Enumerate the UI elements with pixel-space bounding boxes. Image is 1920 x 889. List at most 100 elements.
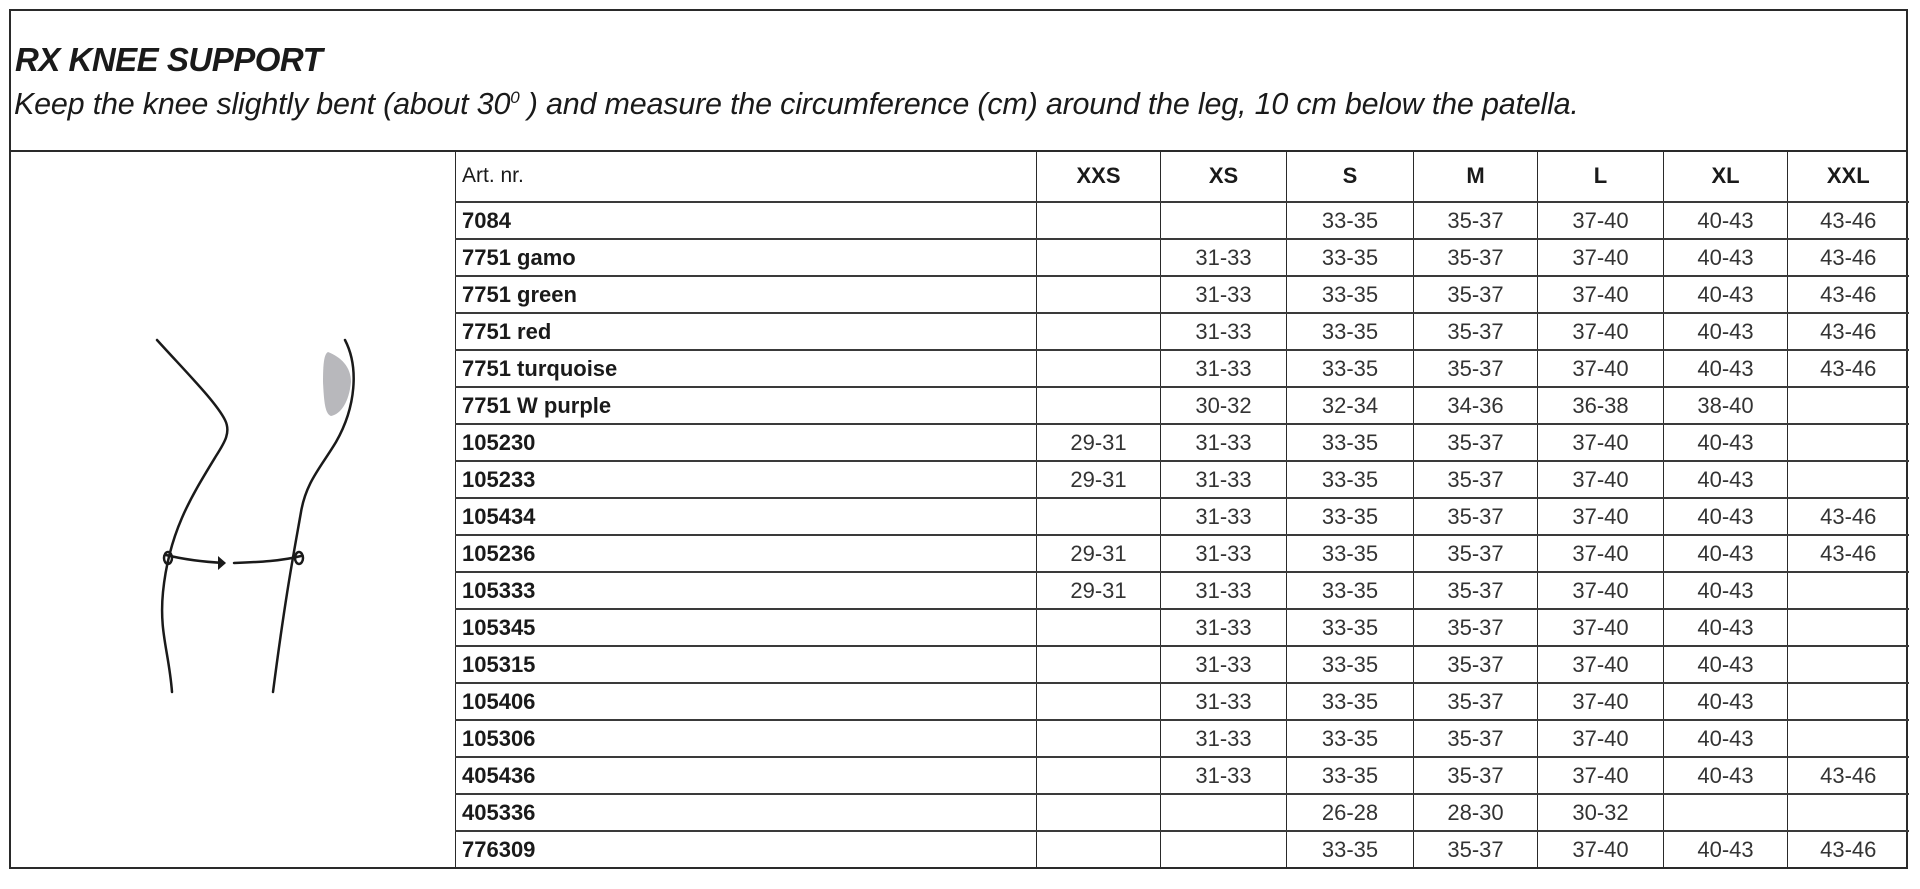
size-range-cell [1787, 794, 1909, 832]
size-range-cell: 40-43 [1663, 535, 1788, 573]
leg-back-outline [155, 338, 229, 694]
article-number: 105345 [455, 609, 1037, 647]
article-number: 105406 [455, 683, 1037, 721]
size-range-cell: 37-40 [1537, 572, 1664, 610]
table-row: 776309 33-35 35-37 37-40 40-43 43-46 [455, 831, 1909, 867]
size-range-cell [1036, 831, 1161, 867]
column-header-l: L [1537, 151, 1664, 203]
size-range-cell: 37-40 [1537, 757, 1664, 795]
article-number: 405336 [455, 794, 1037, 832]
size-range-cell: 29-31 [1036, 572, 1161, 610]
size-range-cell: 40-43 [1663, 424, 1788, 462]
size-range-cell: 37-40 [1537, 535, 1664, 573]
table-row: 105236 29-31 31-33 33-35 35-37 37-40 40-43 43-4… [455, 535, 1909, 573]
article-number: 7751 turquoise [455, 350, 1037, 388]
size-range-cell [1787, 683, 1909, 721]
size-range-cell: 40-43 [1663, 350, 1788, 388]
table-row: 105406 31-33 33-35 35-37 37-40 40-43 [455, 683, 1909, 721]
table-row: 105306 31-33 33-35 35-37 37-40 40-43 [455, 720, 1909, 758]
article-number: 7751 W purple [455, 387, 1037, 425]
table-row: 405336 26-28 28-30 30-32 [455, 794, 1909, 832]
table-row: 7751 gamo 31-33 33-35 35-37 37-40 40-43 43-46 [455, 239, 1909, 277]
table-header-row: Art. nr. XXS XS S M L XL XXL [455, 151, 1909, 203]
size-range-cell: 31-33 [1160, 683, 1287, 721]
size-range-cell: 31-33 [1160, 535, 1287, 573]
size-range-cell: 40-43 [1663, 572, 1788, 610]
size-range-cell: 40-43 [1663, 757, 1788, 795]
table-row: 105233 29-31 31-33 33-35 35-37 37-40 40-43 [455, 461, 1909, 499]
size-range-cell: 29-31 [1036, 535, 1161, 573]
knee-illustration-icon [155, 338, 355, 694]
size-range-cell: 32-34 [1286, 387, 1414, 425]
table-row: 105315 31-33 33-35 35-37 37-40 40-43 [455, 646, 1909, 684]
table-row: 105333 29-31 31-33 33-35 35-37 37-40 40-43 [455, 572, 1909, 610]
measure-loop-left [162, 550, 174, 566]
size-range-cell: 33-35 [1286, 276, 1414, 314]
size-range-cell: 35-37 [1413, 424, 1538, 462]
article-number: 7751 red [455, 313, 1037, 351]
size-range-cell: 40-43 [1663, 683, 1788, 721]
size-range-cell: 37-40 [1537, 239, 1664, 277]
size-range-cell: 36-38 [1537, 387, 1664, 425]
size-range-cell: 35-37 [1413, 757, 1538, 795]
size-range-cell: 33-35 [1286, 646, 1414, 684]
article-number: 105233 [455, 461, 1037, 499]
size-range-cell: 33-35 [1286, 424, 1414, 462]
size-range-cell: 35-37 [1413, 202, 1538, 240]
size-range-cell: 35-37 [1413, 609, 1538, 647]
size-range-cell [1787, 387, 1909, 425]
size-range-cell: 33-35 [1286, 831, 1414, 867]
size-range-cell: 31-33 [1160, 720, 1287, 758]
table-row: 105230 29-31 31-33 33-35 35-37 37-40 40-43 [455, 424, 1909, 462]
article-number: 7751 green [455, 276, 1037, 314]
article-number: 405436 [455, 757, 1037, 795]
size-range-cell: 33-35 [1286, 720, 1414, 758]
size-range-cell: 40-43 [1663, 461, 1788, 499]
size-range-cell: 31-33 [1160, 757, 1287, 795]
size-range-cell [1787, 720, 1909, 758]
size-range-cell: 31-33 [1160, 609, 1287, 647]
size-range-cell: 40-43 [1663, 831, 1788, 867]
instructions-text-1: Keep the knee slightly bent (about 30 [14, 87, 511, 121]
size-range-cell: 31-33 [1160, 646, 1287, 684]
column-header-s: S [1286, 151, 1414, 203]
table-row: 7751 green 31-33 33-35 35-37 37-40 40-43 43-46 [455, 276, 1909, 314]
measure-line-left [164, 553, 226, 565]
size-range-cell [1036, 683, 1161, 721]
table-row: 105434 31-33 33-35 35-37 37-40 40-43 43-46 [455, 498, 1909, 536]
size-range-cell: 31-33 [1160, 239, 1287, 277]
size-range-cell: 37-40 [1537, 424, 1664, 462]
size-range-cell [1036, 276, 1161, 314]
degree-superscript: 0 [510, 87, 520, 107]
measure-line-right [232, 554, 303, 565]
column-header-m: M [1413, 151, 1538, 203]
table-row: 105345 31-33 33-35 35-37 37-40 40-43 [455, 609, 1909, 647]
size-range-cell: 37-40 [1537, 202, 1664, 240]
size-range-cell: 33-35 [1286, 313, 1414, 351]
size-range-cell [1663, 794, 1788, 832]
size-range-cell: 35-37 [1413, 461, 1538, 499]
size-range-cell: 29-31 [1036, 461, 1161, 499]
size-range-cell [1036, 498, 1161, 536]
column-header-xl: XL [1663, 151, 1788, 203]
size-range-cell: 40-43 [1663, 313, 1788, 351]
size-range-cell: 40-43 [1663, 498, 1788, 536]
size-range-cell: 30-32 [1160, 387, 1287, 425]
size-range-cell: 33-35 [1286, 572, 1414, 610]
article-number: 776309 [455, 831, 1037, 867]
size-range-cell: 37-40 [1537, 313, 1664, 351]
table-row: 7751 red 31-33 33-35 35-37 37-40 40-43 43-46 [455, 313, 1909, 351]
size-range-cell: 43-46 [1787, 239, 1909, 277]
size-range-cell: 43-46 [1787, 313, 1909, 351]
size-range-cell: 33-35 [1286, 609, 1414, 647]
size-range-cell: 43-46 [1787, 276, 1909, 314]
size-range-cell: 33-35 [1286, 202, 1414, 240]
size-range-cell: 35-37 [1413, 498, 1538, 536]
size-range-cell: 33-35 [1286, 683, 1414, 721]
size-range-cell: 35-37 [1413, 535, 1538, 573]
size-range-cell: 33-35 [1286, 535, 1414, 573]
size-range-cell: 37-40 [1537, 831, 1664, 867]
size-range-cell [1036, 313, 1161, 351]
patella-shade [323, 352, 351, 416]
size-range-cell [1160, 794, 1287, 832]
